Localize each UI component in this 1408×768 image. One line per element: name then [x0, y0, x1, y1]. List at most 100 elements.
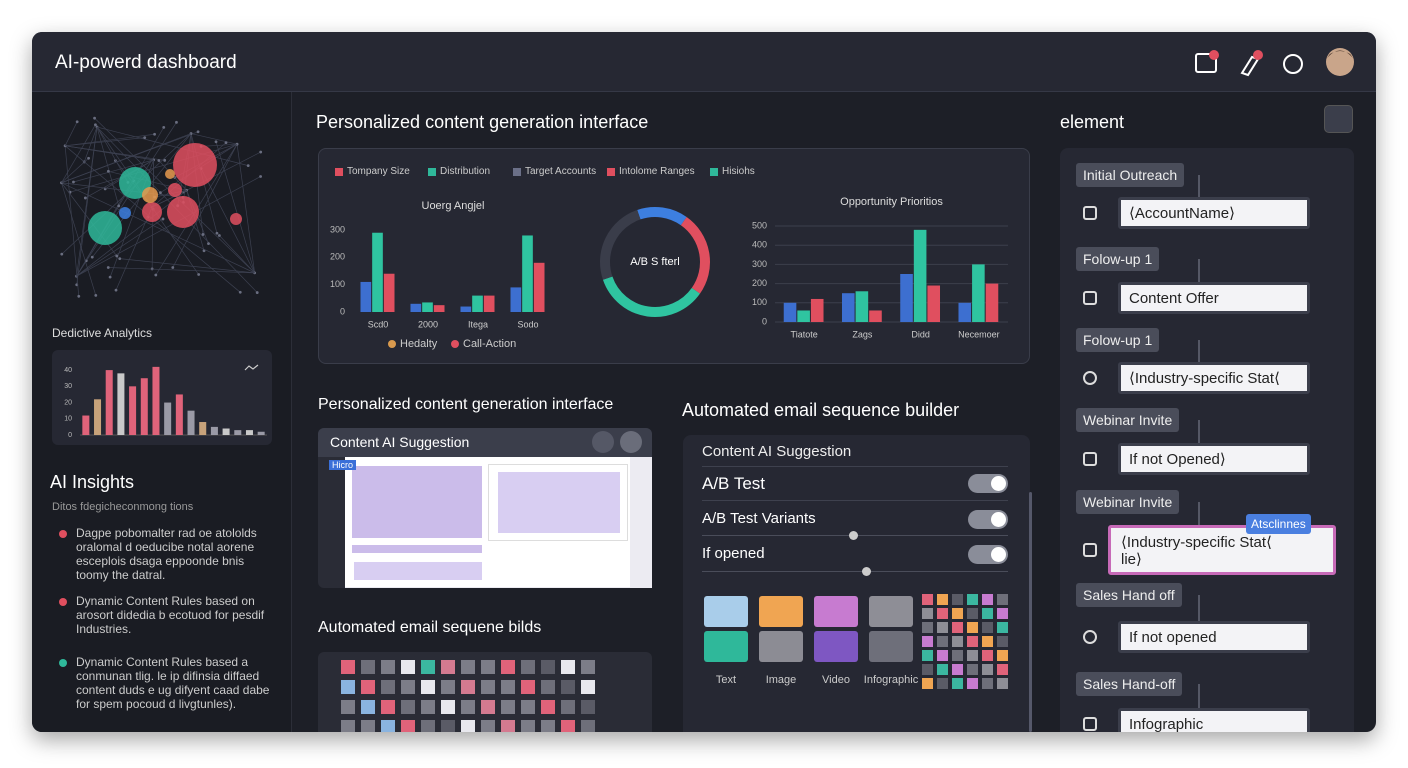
y-tick-label: 400 — [752, 240, 767, 250]
y-tick-label: 10 — [64, 416, 72, 423]
legend-label: Distribution — [440, 166, 491, 177]
grid-cell — [401, 720, 415, 732]
bar — [210, 426, 218, 435]
section-title: Automated email sequence builder — [682, 400, 960, 420]
step-input[interactable]: Infographic — [1118, 708, 1310, 732]
donut-label: A/B S fterl — [630, 256, 680, 268]
legend-swatch — [335, 168, 343, 176]
insight-dot — [59, 659, 67, 667]
grid-cell — [922, 594, 933, 605]
step-icon — [1083, 630, 1097, 644]
bar — [433, 305, 445, 312]
bar — [510, 287, 522, 312]
grid-cell — [997, 664, 1008, 675]
step-input[interactable]: If not Opened⟩ — [1118, 443, 1310, 475]
step-input[interactable]: Content Offer — [1118, 282, 1310, 314]
network-node — [106, 266, 110, 269]
grid-cell — [967, 636, 978, 647]
grid-cell — [541, 700, 555, 714]
tile[interactable] — [869, 631, 913, 662]
grid-cell — [952, 678, 963, 689]
tile[interactable] — [704, 631, 748, 662]
y-tick-label: 300 — [330, 224, 345, 234]
row-label: If opened — [702, 545, 765, 562]
y-tick-label: 30 — [64, 383, 72, 390]
divider — [702, 466, 1008, 467]
x-tick-label: 2000 — [418, 319, 438, 329]
icon-button[interactable] — [1324, 105, 1353, 133]
tile[interactable] — [814, 596, 858, 627]
grid-cell — [937, 650, 948, 661]
network-node — [143, 136, 147, 140]
network-edge — [64, 145, 80, 297]
grid-cell — [922, 636, 933, 647]
network-edge — [76, 126, 98, 285]
network-cluster — [230, 213, 242, 225]
grid-cell — [561, 660, 575, 674]
network-node — [215, 231, 219, 235]
chart-title: Uoerg Angjel — [422, 200, 485, 212]
tile[interactable] — [759, 596, 803, 627]
tile-label: Infographic — [863, 674, 919, 686]
donut-segment — [600, 209, 641, 280]
icon-button[interactable] — [592, 431, 614, 453]
slider-knob[interactable] — [849, 531, 858, 540]
grid-cell — [361, 720, 375, 732]
tile[interactable] — [869, 596, 913, 627]
slider-knob[interactable] — [862, 567, 871, 576]
network-edge — [96, 126, 249, 166]
step-input[interactable]: ⟨AccountName⟩ — [1118, 197, 1310, 229]
step-icon — [1083, 543, 1097, 557]
grid-cell — [521, 660, 535, 674]
y-tick-label: 200 — [752, 278, 767, 288]
grid-cell — [501, 700, 515, 714]
grid-cell — [982, 622, 993, 633]
bar — [234, 430, 242, 435]
preview-block — [352, 466, 482, 538]
step-input[interactable]: If not opened — [1118, 621, 1310, 653]
connector — [1198, 684, 1200, 708]
legend-label: Call-Action — [463, 338, 517, 350]
bar — [360, 281, 372, 312]
network-node — [217, 234, 221, 237]
bar — [410, 303, 422, 312]
donut-segment — [637, 207, 687, 226]
grid-cell — [541, 720, 555, 732]
bar — [187, 410, 195, 435]
legend-label: Hisiohs — [722, 166, 755, 177]
bar — [810, 298, 824, 322]
grid-cell — [982, 594, 993, 605]
grid-cell — [997, 594, 1008, 605]
y-tick-label: 500 — [752, 220, 767, 230]
network-node — [214, 140, 218, 144]
network-edge — [65, 137, 145, 147]
network-edge — [215, 141, 255, 273]
grid-cell — [997, 678, 1008, 689]
grid-cell — [361, 660, 375, 674]
grid-cell — [967, 622, 978, 633]
step-tag: Sales Hand off — [1076, 583, 1182, 607]
preview-block — [498, 472, 620, 533]
tile[interactable] — [814, 631, 858, 662]
grid-cell — [361, 680, 375, 694]
icon-button[interactable] — [620, 431, 642, 453]
insight-text: Dynamic Content Rules based on arosort d… — [76, 594, 265, 636]
network-node — [118, 257, 122, 261]
network-edge — [61, 133, 192, 184]
tile[interactable] — [759, 631, 803, 662]
tile[interactable] — [704, 596, 748, 627]
network-edge — [76, 122, 177, 277]
network-node — [161, 217, 165, 221]
grid-cell — [381, 660, 395, 674]
network-node — [224, 141, 228, 144]
network-edge — [65, 133, 155, 147]
step-input[interactable]: ⟨Industry-specific Stat⟨ — [1118, 362, 1310, 394]
y-tick-label: 20 — [64, 399, 72, 406]
network-node — [87, 156, 90, 160]
bar — [869, 310, 882, 322]
y-tick-label: 0 — [762, 316, 767, 326]
bar — [985, 283, 999, 322]
step-tag: Initial Outreach — [1076, 163, 1185, 187]
network-edge — [219, 235, 255, 274]
grid-cell — [421, 680, 435, 694]
